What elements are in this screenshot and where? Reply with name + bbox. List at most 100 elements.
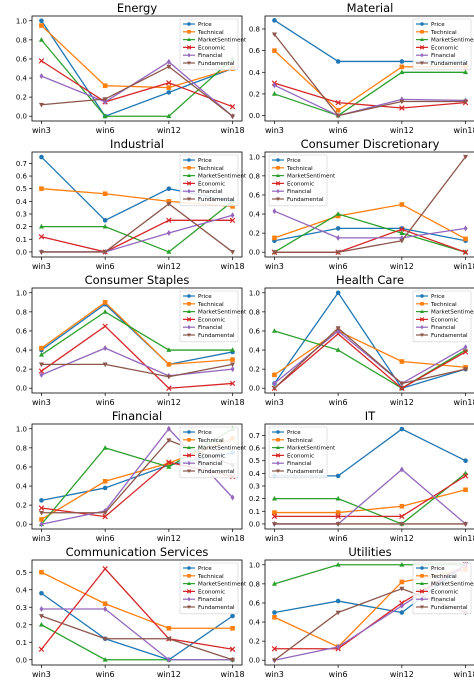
data-point xyxy=(166,459,172,465)
x-tick-label: win12 xyxy=(390,126,414,135)
series-financial xyxy=(272,208,468,241)
data-point xyxy=(463,487,468,493)
data-point xyxy=(166,625,172,631)
legend-marker xyxy=(187,460,191,466)
y-tick-label: 0.7 xyxy=(249,432,260,440)
data-point xyxy=(335,598,341,604)
legend-marker xyxy=(275,453,281,458)
x-tick-label: win3 xyxy=(265,262,284,271)
data-point xyxy=(335,562,341,567)
data-point xyxy=(166,85,172,90)
legend-label: Fundamental xyxy=(198,469,235,475)
data-point xyxy=(38,505,45,511)
legend-marker xyxy=(186,589,192,594)
legend-marker xyxy=(420,309,424,314)
data-point xyxy=(399,426,405,432)
legend-label: Price xyxy=(198,158,212,164)
legend-marker xyxy=(276,197,280,202)
data-point xyxy=(463,69,469,75)
data-point xyxy=(399,522,405,527)
data-point xyxy=(272,18,277,23)
data-point xyxy=(102,656,108,662)
legend-marker xyxy=(187,22,191,26)
data-point xyxy=(399,586,405,592)
series-economic xyxy=(38,58,236,110)
data-point xyxy=(272,614,277,620)
data-point xyxy=(166,229,171,236)
x-tick-label: win18 xyxy=(221,126,245,135)
data-point xyxy=(39,18,44,24)
y-tick-label: 0.4 xyxy=(16,347,28,355)
y-tick-label: 0.6 xyxy=(16,55,28,63)
legend-label: Technical xyxy=(197,574,224,580)
series-line xyxy=(274,210,466,239)
series-line xyxy=(273,33,466,117)
legend-marker xyxy=(187,37,191,42)
data-point xyxy=(463,364,468,370)
y-tick-label: 0.3 xyxy=(16,604,27,612)
x-tick-label: win6 xyxy=(329,262,348,271)
legend-label: Fundamental xyxy=(431,333,468,339)
legend-label: Technical xyxy=(286,166,313,172)
data-point xyxy=(463,236,468,242)
series-line xyxy=(274,203,466,240)
series-economic xyxy=(38,323,236,391)
data-point xyxy=(463,458,468,463)
data-point xyxy=(462,349,469,355)
y-tick-label: 0.6 xyxy=(249,191,261,199)
data-point xyxy=(230,357,235,362)
legend-label: MarketSentiment xyxy=(198,310,247,316)
x-tick-label: win3 xyxy=(32,398,51,407)
x-tick-label: win18 xyxy=(221,534,245,543)
data-point xyxy=(399,562,405,567)
data-point xyxy=(335,610,341,616)
data-point xyxy=(166,58,171,65)
series-financial xyxy=(39,212,235,255)
series-marketsentiment xyxy=(38,198,236,254)
legend-marker xyxy=(420,605,424,610)
x-tick-label: win18 xyxy=(454,262,474,271)
x-tick-label: win6 xyxy=(96,398,115,407)
data-point xyxy=(399,105,405,111)
data-point xyxy=(335,59,341,64)
legend-marker xyxy=(275,181,281,186)
legend-marker xyxy=(420,294,424,298)
data-point xyxy=(166,80,172,86)
data-point xyxy=(229,646,236,652)
data-point xyxy=(102,478,108,484)
axes-frame xyxy=(31,151,243,258)
y-tick-label: 0.4 xyxy=(16,198,28,206)
legend-label: Price xyxy=(431,294,445,300)
data-point xyxy=(335,473,341,479)
data-point xyxy=(272,510,277,515)
x-tick-label: win12 xyxy=(157,398,181,407)
legend-marker xyxy=(187,324,191,330)
x-tick-label: win3 xyxy=(32,126,51,135)
data-point xyxy=(166,385,172,391)
data-point xyxy=(335,522,341,527)
data-point xyxy=(399,99,405,105)
data-point xyxy=(335,495,341,501)
x-tick-label: win6 xyxy=(96,126,115,135)
data-point xyxy=(272,48,277,53)
series-line xyxy=(273,291,466,389)
series-financial xyxy=(39,345,235,379)
data-point xyxy=(102,97,108,102)
series-line xyxy=(41,608,233,661)
x-tick-label: win18 xyxy=(454,534,474,543)
series-fundamental xyxy=(38,362,236,380)
data-point xyxy=(39,606,44,612)
legend-marker xyxy=(419,317,425,322)
data-point xyxy=(39,590,44,596)
y-tick-label: 0.5 xyxy=(16,569,27,577)
series-line xyxy=(274,332,466,390)
data-point xyxy=(166,90,172,95)
legend-label: Economic xyxy=(198,45,225,51)
legend-label: Price xyxy=(198,430,212,436)
data-point xyxy=(166,464,172,469)
subplot-energy: Energy 0.0 0.2 0.4 0.6 0.8 1.0 win3 win6 win12 win… xyxy=(16,1,247,135)
subplot-title: Financial xyxy=(112,409,162,423)
series-line xyxy=(41,301,233,366)
x-tick-label: win3 xyxy=(265,534,284,543)
legend-label: Technical xyxy=(430,302,457,308)
